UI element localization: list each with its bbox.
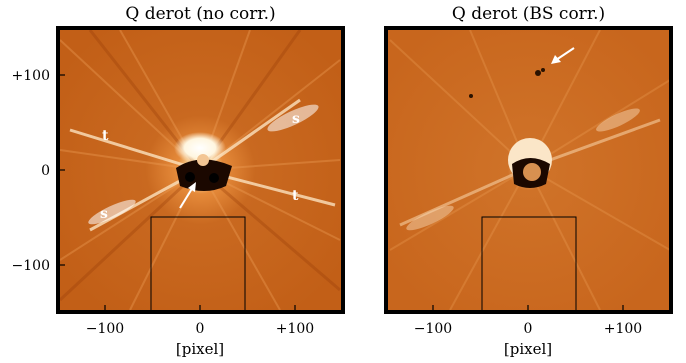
left-xlabel: [pixel] [175,340,225,358]
left-axis-ticks [58,74,296,312]
right-xtick-0: 0 [524,321,533,337]
right-image [386,28,671,312]
right-xtick-pos100: +100 [604,321,642,337]
left-ytick-neg100: −100 [12,258,50,274]
right-axis-ticks [432,305,624,312]
left-panel-title: Q derot (no corr.) [125,4,276,24]
marker-s-lower: s [100,206,108,222]
marker-t-upper: t [102,128,109,144]
right-xlabel: [pixel] [503,340,553,358]
left-ytick-0: 0 [41,163,50,179]
right-panel-title: Q derot (BS corr.) [451,4,606,24]
left-xtick-neg100: −100 [86,321,124,337]
left-xtick-0: 0 [196,321,205,337]
marker-t-lower: t [292,188,299,204]
right-xtick-neg100: −100 [414,321,452,337]
marker-s-upper: s [292,111,300,127]
left-ytick-pos100: +100 [12,68,50,84]
left-xtick-pos100: +100 [276,321,314,337]
left-image: t s t s [58,28,343,312]
